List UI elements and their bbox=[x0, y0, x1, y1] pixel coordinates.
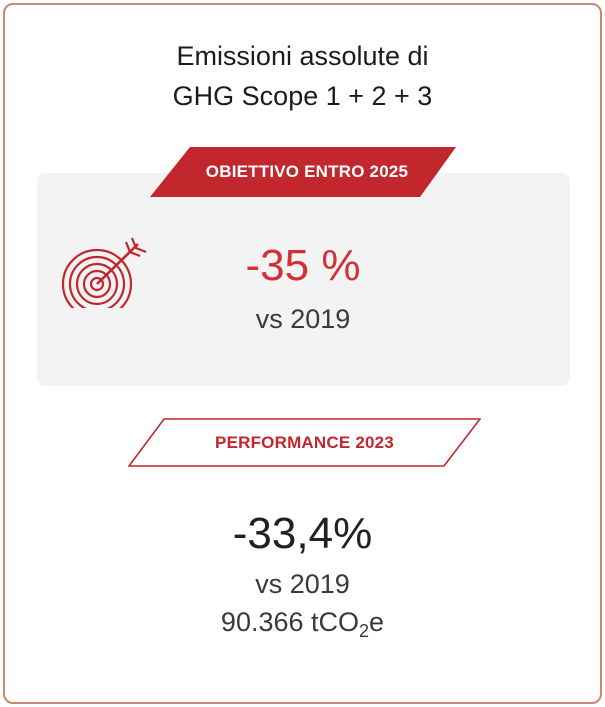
performance-value: -33,4% bbox=[232, 509, 373, 558]
emissions-number: 90.366 tCO bbox=[220, 607, 360, 637]
goal-baseline: vs 2019 bbox=[255, 304, 351, 334]
goal-panel bbox=[37, 173, 570, 386]
goal-badge-shape bbox=[150, 147, 456, 197]
performance-badge: PERFORMANCE 2023 bbox=[128, 418, 481, 467]
goal-badge: OBIETTIVO ENTRO 2025 bbox=[150, 147, 456, 197]
goal-badge-label: OBIETTIVO ENTRO 2025 bbox=[205, 162, 409, 181]
performance-baseline: vs 2019 bbox=[255, 569, 350, 599]
emissions-subscript: 2 bbox=[359, 621, 370, 641]
goal-value: -35 % bbox=[245, 241, 361, 290]
card-title-line-1: Emissioni assolute di bbox=[176, 41, 429, 71]
card-title-line-2: GHG Scope 1 + 2 + 3 bbox=[172, 81, 433, 111]
card-title: Emissioni assolute di GHG Scope 1 + 2 + … bbox=[0, 36, 605, 116]
performance-emissions: 90.366 tCO2e bbox=[0, 603, 605, 641]
performance-badge-label: PERFORMANCE 2023 bbox=[215, 432, 394, 452]
performance-badge-shape bbox=[128, 418, 481, 467]
target-arrow-icon bbox=[60, 236, 148, 320]
emissions-suffix: e bbox=[369, 607, 385, 637]
